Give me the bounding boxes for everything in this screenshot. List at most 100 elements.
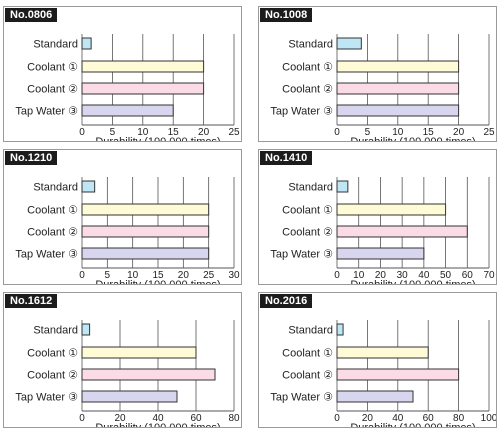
bar bbox=[336, 368, 460, 381]
x-tick-label: 15 bbox=[423, 127, 435, 138]
x-tick-label: 0 bbox=[79, 127, 85, 138]
category-label: Coolant ② bbox=[282, 370, 333, 382]
x-tick-label: 20 bbox=[375, 270, 387, 281]
x-tick-label: 80 bbox=[453, 413, 465, 424]
chart-title: No.1210 bbox=[5, 151, 58, 165]
x-tick-label: 70 bbox=[483, 270, 495, 281]
x-tick-label: 5 bbox=[105, 270, 111, 281]
bar bbox=[81, 225, 210, 238]
category-label: Tap Water ③ bbox=[270, 249, 333, 261]
x-tick-label: 0 bbox=[334, 413, 340, 424]
category-label: Coolant ② bbox=[27, 370, 78, 382]
x-axis-title: Durability (100,000 times) bbox=[350, 422, 475, 427]
category-label: Coolant ② bbox=[27, 227, 78, 239]
bar-chart: 0 5 10 15 20 25 Standard Coolant ① Coolant ② Tap … bbox=[15, 34, 240, 141]
x-axis-title: Durability (100,000 times) bbox=[350, 136, 475, 141]
category-label: Coolant ② bbox=[282, 227, 333, 239]
bar bbox=[81, 82, 205, 95]
category-label: Coolant ② bbox=[27, 84, 78, 96]
category-label: Tap Water ③ bbox=[15, 249, 78, 261]
x-axis-title: Durability (100,000 times) bbox=[95, 136, 220, 141]
chart-panel: No.2016 0 20 40 60 80 100 Standard Coolant ① Cool… bbox=[258, 292, 497, 428]
category-label: Tap Water ③ bbox=[270, 392, 333, 404]
x-tick-label: 0 bbox=[79, 413, 85, 424]
bar bbox=[81, 368, 216, 381]
bar-chart: 0 20 40 60 80 Standard Coolant ① Coolant ② Tap W… bbox=[15, 320, 240, 427]
bar bbox=[81, 60, 205, 73]
chart-title: No.1612 bbox=[5, 294, 58, 308]
x-tick-label: 15 bbox=[168, 127, 180, 138]
x-tick-label: 10 bbox=[127, 270, 139, 281]
x-tick-label: 10 bbox=[353, 270, 365, 281]
x-tick-label: 5 bbox=[365, 127, 371, 138]
x-tick-label: 15 bbox=[152, 270, 164, 281]
x-tick-label: 30 bbox=[397, 270, 409, 281]
category-label: Coolant ① bbox=[282, 205, 333, 217]
bar bbox=[81, 180, 96, 193]
x-tick-label: 0 bbox=[334, 127, 340, 138]
x-tick-label: 10 bbox=[137, 127, 149, 138]
category-label: Tap Water ③ bbox=[15, 392, 78, 404]
bar bbox=[336, 180, 349, 193]
bar bbox=[81, 104, 174, 117]
category-label: Coolant ① bbox=[27, 205, 78, 217]
bar bbox=[336, 203, 447, 216]
x-tick-label: 0 bbox=[334, 270, 340, 281]
category-label: Standard bbox=[288, 182, 333, 194]
bar bbox=[336, 60, 460, 73]
x-tick-label: 40 bbox=[152, 413, 164, 424]
bar-chart: 0 5 10 15 20 25 Standard Coolant ① Coolant ② Tap … bbox=[270, 34, 495, 141]
category-label: Coolant ① bbox=[282, 348, 333, 360]
category-label: Standard bbox=[33, 325, 78, 337]
bar bbox=[81, 390, 178, 403]
x-tick-label: 25 bbox=[228, 127, 240, 138]
x-tick-label: 25 bbox=[203, 270, 215, 281]
chart-panel: No.1210 0 5 10 15 20 25 30 Standard Coolant ① Cool… bbox=[3, 149, 242, 285]
chart-title: No.0806 bbox=[5, 8, 58, 22]
bar bbox=[336, 104, 460, 117]
x-tick-label: 40 bbox=[392, 413, 404, 424]
x-tick-label: 10 bbox=[392, 127, 404, 138]
x-tick-label: 20 bbox=[178, 270, 190, 281]
bar bbox=[336, 323, 344, 336]
x-tick-label: 60 bbox=[190, 413, 202, 424]
x-axis-title: Durability (100,000 times) bbox=[350, 279, 475, 284]
bar bbox=[336, 82, 460, 95]
x-tick-label: 20 bbox=[362, 413, 374, 424]
bar-chart: 0 10 20 30 40 50 60 70 Standard Coolant ① Coolant … bbox=[270, 177, 495, 284]
x-axis-title: Durability (100,000 times) bbox=[95, 279, 220, 284]
x-tick-label: 40 bbox=[418, 270, 430, 281]
category-label: Coolant ② bbox=[282, 84, 333, 96]
category-label: Standard bbox=[33, 182, 78, 194]
bar-chart: 0 5 10 15 20 25 30 Standard Coolant ① Coolant ② Ta… bbox=[15, 177, 240, 284]
category-label: Coolant ① bbox=[27, 348, 78, 360]
x-tick-label: 20 bbox=[198, 127, 210, 138]
x-tick-label: 20 bbox=[114, 413, 126, 424]
category-label: Coolant ① bbox=[27, 62, 78, 74]
bar bbox=[81, 247, 210, 260]
chart-panel: No.1612 0 20 40 60 80 Standard Coolant ① Coolant… bbox=[3, 292, 242, 428]
category-label: Standard bbox=[288, 39, 333, 51]
category-label: Standard bbox=[288, 325, 333, 337]
bar bbox=[336, 346, 429, 359]
chart-title: No.1008 bbox=[260, 8, 313, 22]
x-tick-label: 30 bbox=[228, 270, 240, 281]
bar bbox=[336, 225, 468, 238]
bar bbox=[336, 37, 362, 50]
chart-title: No.2016 bbox=[260, 294, 313, 308]
chart-panel: No.0806 0 5 10 15 20 25 Standard Coolant ① Coolan… bbox=[3, 6, 242, 142]
x-tick-label: 50 bbox=[440, 270, 452, 281]
category-label: Coolant ① bbox=[282, 62, 333, 74]
bar-chart: 0 20 40 60 80 100 Standard Coolant ① Coolant ② Ta… bbox=[270, 320, 496, 427]
bar bbox=[81, 346, 197, 359]
x-tick-label: 100 bbox=[481, 413, 496, 424]
category-label: Tap Water ③ bbox=[15, 106, 78, 118]
x-tick-label: 60 bbox=[462, 270, 474, 281]
category-label: Standard bbox=[33, 39, 78, 51]
chart-panel: No.1410 0 10 20 30 40 50 60 70 Standard Coolant ① C… bbox=[258, 149, 497, 285]
x-tick-label: 60 bbox=[423, 413, 435, 424]
x-tick-label: 0 bbox=[79, 270, 85, 281]
x-axis-title: Durability (100,000 times) bbox=[95, 422, 220, 427]
x-tick-label: 25 bbox=[483, 127, 495, 138]
chart-title: No.1410 bbox=[260, 151, 313, 165]
